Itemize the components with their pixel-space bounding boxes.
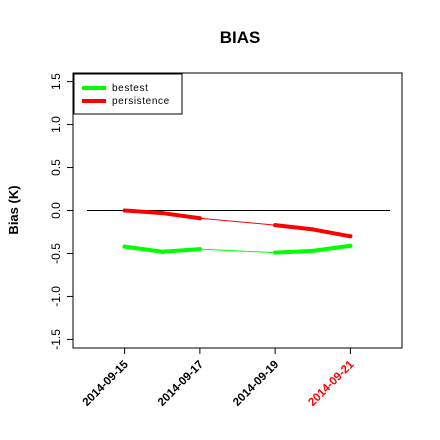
series-bestest-point [348,243,353,248]
x-tick-label: 2014-09-21 [306,358,357,409]
legend: bestest persistence [73,73,183,115]
y-tick-label: -0.5 [49,243,63,264]
legend-label-persistence: persistence [112,96,170,107]
series-bestest-point [197,247,202,252]
series-bestest-segment [273,248,315,255]
series-bestest-segment [199,248,276,254]
y-axis: -1.5 -1.0 -0.5 0.0 0.5 1.0 1.5 [49,73,74,350]
chart-title: BIAS [220,28,261,47]
y-tick-label: 0.0 [49,202,63,219]
x-axis: 2014-09-15 2014-09-17 2014-09-19 2014-09-21 [81,347,357,409]
series-bestest-point [273,250,278,255]
series-bestest-point [310,248,315,253]
series-persistence-segment [199,217,276,226]
series-persistence-point [122,208,127,213]
x-tick-label: 2014-09-15 [81,358,132,409]
series-persistence-segment [122,208,165,216]
series-persistence-point [310,227,315,232]
y-axis-label: Bias (K) [6,185,21,234]
series-persistence-segment [273,223,315,232]
series-persistence-point [348,234,353,239]
series-persistence-point [197,216,202,221]
legend-box [73,73,183,115]
series-bestest-segment [310,243,353,253]
series-bestest-segment [122,244,165,254]
x-tick-label: 2014-09-17 [156,359,206,409]
x-tick-label: 2014-09-19 [231,359,281,409]
series-bestest-point [160,249,165,254]
y-tick-label: 1.0 [49,116,63,133]
series-persistence [122,208,353,239]
series-layer [122,208,353,255]
y-tick-label: 0.5 [49,159,63,176]
y-tick-label: -1.5 [49,329,63,350]
y-tick-label: -1.0 [49,286,63,307]
series-bestest-segment [160,247,202,254]
series-persistence-segment [310,227,353,239]
series-bestest [122,243,353,255]
series-persistence-point [273,223,278,228]
series-persistence-segment [160,211,202,221]
y-tick-label: 1.5 [49,73,63,90]
series-persistence-point [160,211,165,216]
series-bestest-point [122,244,127,249]
legend-label-bestest: bestest [112,83,148,94]
